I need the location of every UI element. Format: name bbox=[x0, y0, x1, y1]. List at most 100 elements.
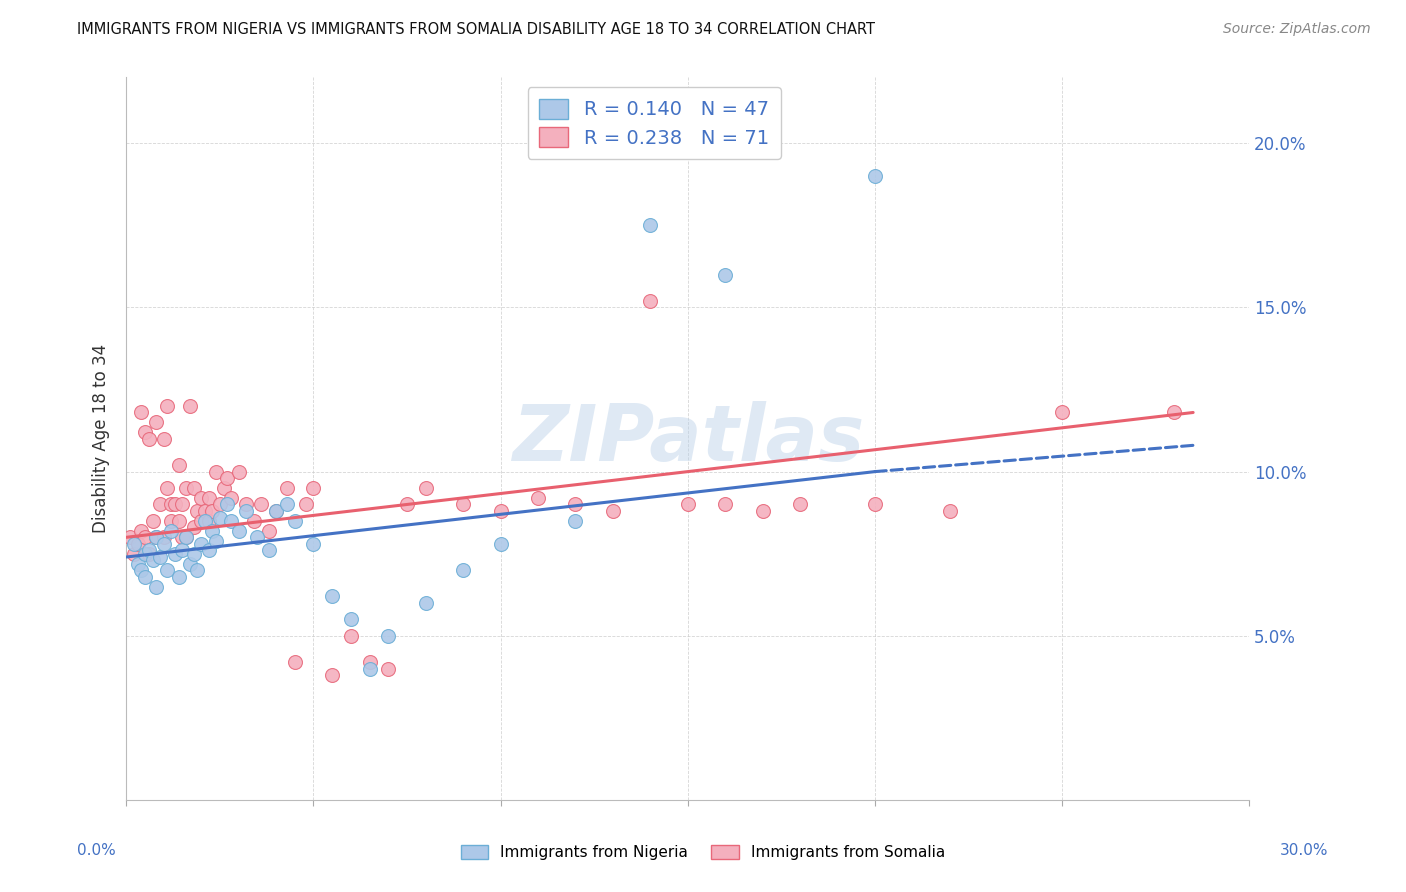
Point bbox=[149, 549, 172, 564]
Text: Source: ZipAtlas.com: Source: ZipAtlas.com bbox=[1223, 22, 1371, 37]
Point bbox=[190, 537, 212, 551]
Y-axis label: Disability Age 18 to 34: Disability Age 18 to 34 bbox=[93, 344, 110, 533]
Text: ZIPatlas: ZIPatlas bbox=[512, 401, 863, 476]
Point bbox=[156, 563, 179, 577]
Point bbox=[228, 524, 250, 538]
Point bbox=[183, 520, 205, 534]
Text: 0.0%: 0.0% bbox=[77, 843, 117, 858]
Point bbox=[377, 662, 399, 676]
Point bbox=[183, 547, 205, 561]
Text: IMMIGRANTS FROM NIGERIA VS IMMIGRANTS FROM SOMALIA DISABILITY AGE 18 TO 34 CORRE: IMMIGRANTS FROM NIGERIA VS IMMIGRANTS FR… bbox=[77, 22, 876, 37]
Point bbox=[714, 268, 737, 282]
Point bbox=[145, 530, 167, 544]
Point bbox=[217, 471, 239, 485]
Point bbox=[197, 514, 219, 528]
Point bbox=[174, 481, 197, 495]
Point bbox=[152, 432, 174, 446]
Point bbox=[141, 553, 163, 567]
Point bbox=[156, 399, 179, 413]
Point bbox=[359, 655, 381, 669]
Point bbox=[134, 570, 156, 584]
Point bbox=[415, 481, 437, 495]
Point bbox=[340, 612, 363, 626]
Point bbox=[134, 425, 156, 440]
Point bbox=[217, 498, 239, 512]
Point bbox=[489, 504, 512, 518]
Legend: Immigrants from Nigeria, Immigrants from Somalia: Immigrants from Nigeria, Immigrants from… bbox=[454, 839, 952, 866]
Point bbox=[152, 530, 174, 544]
Point bbox=[127, 557, 149, 571]
Point bbox=[167, 514, 190, 528]
Point bbox=[179, 557, 201, 571]
Point bbox=[167, 458, 190, 472]
Point bbox=[1050, 405, 1073, 419]
Point bbox=[246, 530, 269, 544]
Point bbox=[190, 514, 212, 528]
Point bbox=[235, 498, 257, 512]
Point bbox=[174, 530, 197, 544]
Point bbox=[451, 563, 474, 577]
Point bbox=[160, 514, 183, 528]
Point bbox=[564, 514, 586, 528]
Point bbox=[172, 530, 194, 544]
Point bbox=[276, 498, 298, 512]
Point bbox=[145, 580, 167, 594]
Point bbox=[321, 590, 343, 604]
Point bbox=[160, 524, 183, 538]
Point bbox=[201, 524, 224, 538]
Point bbox=[264, 504, 287, 518]
Point bbox=[228, 465, 250, 479]
Point bbox=[939, 504, 962, 518]
Point bbox=[863, 498, 886, 512]
Point bbox=[302, 537, 325, 551]
Point bbox=[194, 504, 217, 518]
Point bbox=[179, 399, 201, 413]
Point bbox=[564, 498, 586, 512]
Point bbox=[284, 655, 307, 669]
Point bbox=[451, 498, 474, 512]
Point bbox=[134, 530, 156, 544]
Point bbox=[751, 504, 773, 518]
Point bbox=[284, 514, 307, 528]
Point bbox=[212, 481, 235, 495]
Point bbox=[186, 504, 208, 518]
Point bbox=[264, 504, 287, 518]
Point bbox=[201, 504, 224, 518]
Point bbox=[863, 169, 886, 183]
Point bbox=[219, 491, 242, 505]
Point bbox=[359, 662, 381, 676]
Point bbox=[152, 537, 174, 551]
Point bbox=[208, 510, 231, 524]
Point bbox=[1163, 405, 1185, 419]
Point bbox=[640, 219, 662, 233]
Point bbox=[174, 530, 197, 544]
Point bbox=[340, 629, 363, 643]
Point bbox=[141, 514, 163, 528]
Point bbox=[183, 481, 205, 495]
Point bbox=[145, 530, 167, 544]
Point bbox=[295, 498, 318, 512]
Point bbox=[208, 498, 231, 512]
Point bbox=[676, 498, 699, 512]
Point bbox=[186, 563, 208, 577]
Point bbox=[205, 533, 228, 548]
Point bbox=[205, 465, 228, 479]
Point bbox=[302, 481, 325, 495]
Point bbox=[640, 293, 662, 308]
Legend: R = 0.140   N = 47, R = 0.238   N = 71: R = 0.140 N = 47, R = 0.238 N = 71 bbox=[527, 87, 780, 160]
Point bbox=[242, 514, 264, 528]
Point bbox=[714, 498, 737, 512]
Point bbox=[127, 537, 149, 551]
Point bbox=[138, 432, 160, 446]
Point bbox=[194, 514, 217, 528]
Point bbox=[197, 491, 219, 505]
Point bbox=[602, 504, 624, 518]
Point bbox=[129, 405, 152, 419]
Point bbox=[321, 668, 343, 682]
Text: 30.0%: 30.0% bbox=[1281, 843, 1329, 858]
Point bbox=[197, 543, 219, 558]
Point bbox=[276, 481, 298, 495]
Point bbox=[149, 498, 172, 512]
Point bbox=[190, 491, 212, 505]
Point bbox=[789, 498, 811, 512]
